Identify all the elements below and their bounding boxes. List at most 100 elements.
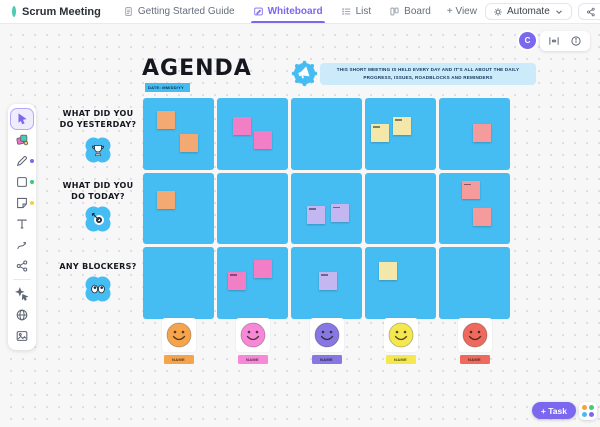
- member-name-label[interactable]: NAME: [237, 355, 268, 364]
- sticky-note[interactable]: [253, 130, 272, 149]
- board-cell-r1c1[interactable]: [217, 172, 288, 245]
- board-cell-r1c2[interactable]: [291, 172, 362, 245]
- member-column-1: NAME: [161, 318, 196, 364]
- share-icon: [586, 7, 595, 16]
- chevron-down-icon: [555, 9, 562, 14]
- tab-whiteboard[interactable]: Whiteboard: [245, 0, 331, 23]
- sticky-note[interactable]: [179, 133, 198, 152]
- megaphone-badge-icon[interactable]: [291, 60, 318, 87]
- info-button[interactable]: [566, 33, 586, 49]
- apps-grid-button[interactable]: [579, 402, 597, 420]
- sticky-note-tool[interactable]: [11, 193, 34, 213]
- board-cell-r0c4[interactable]: [439, 98, 510, 170]
- sticky-note[interactable]: [379, 261, 398, 280]
- smiley-face-icon: [462, 322, 487, 348]
- smiley-face-icon: [314, 322, 339, 348]
- mind-map-tool[interactable]: [11, 256, 33, 276]
- board-cell-r0c1[interactable]: [217, 98, 288, 170]
- sticky-note[interactable]: [157, 110, 176, 129]
- board-cell-r2c2[interactable]: [291, 247, 362, 319]
- board-title[interactable]: AGENDA: [142, 56, 252, 81]
- embed-tool[interactable]: [11, 305, 33, 325]
- shapes-color-dot: [30, 179, 34, 184]
- board-cell-r2c1[interactable]: [217, 247, 288, 319]
- sticky-note[interactable]: [306, 205, 325, 224]
- member-avatar[interactable]: [161, 318, 196, 352]
- sticky-note[interactable]: [253, 260, 272, 279]
- scrum-board-grid: [143, 98, 510, 319]
- member-name-label[interactable]: NAME: [311, 355, 342, 364]
- sticky-note[interactable]: [157, 191, 176, 210]
- pen-tool[interactable]: [11, 151, 34, 171]
- smiley-face-icon: [166, 322, 191, 348]
- document-title[interactable]: Scrum Meeting: [22, 5, 101, 18]
- image-tool[interactable]: [11, 326, 33, 346]
- canvas-view-controls: [540, 31, 590, 51]
- sticky-note[interactable]: [319, 271, 338, 290]
- gear-icon: [494, 7, 502, 16]
- sticky-note[interactable]: [473, 208, 492, 227]
- board-cell-r2c4[interactable]: [439, 247, 510, 319]
- board-cell-r1c3[interactable]: [365, 172, 436, 245]
- board-cell-r0c2[interactable]: [291, 98, 362, 170]
- automate-button[interactable]: Automate: [484, 3, 572, 20]
- tab-list[interactable]: List: [333, 0, 380, 23]
- board-cell-r1c0[interactable]: [143, 172, 214, 245]
- apps-dot: [588, 405, 594, 411]
- share-button[interactable]: Share: [577, 3, 600, 20]
- member-column-3: NAME: [309, 318, 344, 364]
- pen-color-dot: [30, 158, 34, 163]
- collaborator-avatar[interactable]: C: [519, 32, 536, 49]
- view-tabs: Getting Started Guide Whiteboard List Board: [115, 0, 439, 23]
- target-icon[interactable]: [84, 205, 112, 233]
- member-avatar[interactable]: [235, 318, 270, 352]
- templates-tool[interactable]: [11, 130, 33, 150]
- add-view-button[interactable]: + View: [446, 6, 477, 17]
- member-name-label[interactable]: NAME: [459, 355, 490, 364]
- sticky-note[interactable]: [370, 123, 389, 142]
- board-cell-r1c4[interactable]: [439, 172, 510, 245]
- ai-tool[interactable]: [11, 284, 33, 304]
- apps-dot: [582, 405, 588, 411]
- row-label-today[interactable]: WHAT DID YOU DO TODAY?: [62, 181, 134, 201]
- sticky-note[interactable]: [461, 181, 480, 200]
- board-cell-r2c0[interactable]: [143, 247, 214, 319]
- member-column-5: NAME: [457, 318, 492, 364]
- board-cell-r0c0[interactable]: [143, 98, 214, 170]
- eyes-icon[interactable]: [84, 275, 112, 303]
- sticky-note[interactable]: [227, 271, 246, 290]
- clickup-logo: [12, 6, 16, 17]
- row-label-yesterday[interactable]: WHAT DID YOU DO YESTERDAY?: [59, 109, 137, 129]
- announcement-note[interactable]: THIS SHORT MEETING IS HELD EVERY DAY AND…: [320, 63, 536, 85]
- date-highlight[interactable]: DATE: MM/DD/YY: [145, 83, 190, 92]
- trophy-icon[interactable]: [84, 136, 112, 164]
- tab-board[interactable]: Board: [381, 0, 439, 23]
- apps-dot: [582, 411, 588, 417]
- fit-to-screen-button[interactable]: [544, 33, 564, 49]
- member-avatar[interactable]: [309, 318, 344, 352]
- whiteboard-canvas[interactable]: C AGENDA DATE: MM/DD/YY THIS SHORT MEETI…: [0, 24, 600, 427]
- connector-tool[interactable]: [11, 235, 33, 255]
- add-task-button[interactable]: + Task: [531, 402, 576, 419]
- member-avatar[interactable]: [383, 318, 418, 352]
- board-cell-r2c3[interactable]: [365, 247, 436, 319]
- text-tool[interactable]: [11, 214, 33, 234]
- select-tool[interactable]: [11, 108, 33, 129]
- member-avatar[interactable]: [457, 318, 492, 352]
- member-name-label[interactable]: NAME: [385, 355, 416, 364]
- sticky-note[interactable]: [330, 204, 349, 223]
- row-label-blockers[interactable]: ANY BLOCKERS?: [59, 262, 137, 271]
- member-name-label[interactable]: NAME: [163, 355, 194, 364]
- sticky-note[interactable]: [393, 116, 412, 135]
- member-column-4: NAME: [383, 318, 418, 364]
- topbar-actions: Automate Share: [484, 3, 600, 20]
- member-column-2: NAME: [235, 318, 270, 364]
- tab-getting-started-guide[interactable]: Getting Started Guide: [115, 0, 243, 23]
- top-bar: Scrum Meeting Getting Started Guide White…: [0, 0, 600, 24]
- sticky-note-color-dot: [30, 200, 34, 205]
- sticky-note[interactable]: [232, 116, 251, 135]
- sticky-note[interactable]: [473, 123, 492, 142]
- board-cell-r0c3[interactable]: [365, 98, 436, 170]
- smiley-face-icon: [388, 322, 413, 348]
- shapes-tool[interactable]: [11, 172, 34, 192]
